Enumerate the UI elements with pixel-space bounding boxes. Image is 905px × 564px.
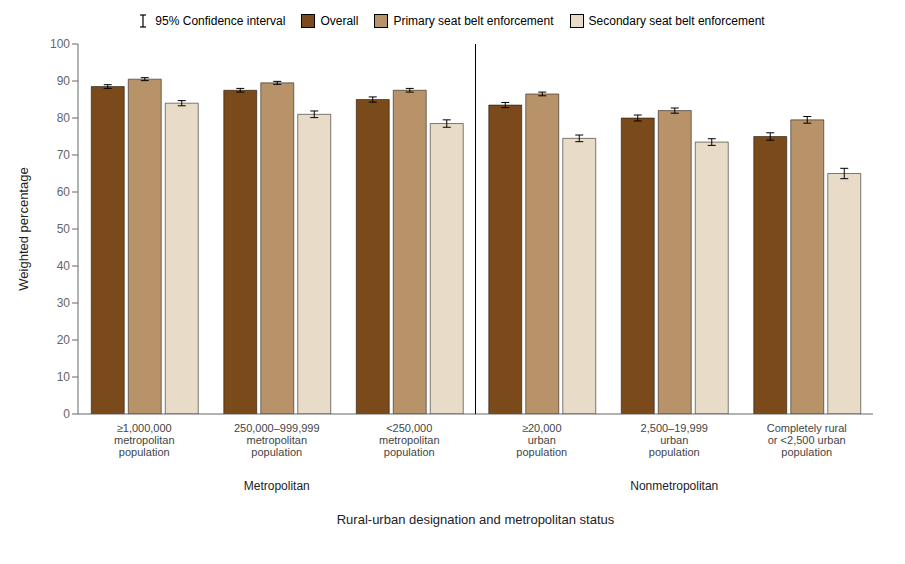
html-text:Primary seat belt enforcement: Primary seat belt enforcement — [393, 14, 554, 28]
svg-text:metropolitan: metropolitan — [379, 434, 440, 446]
svg-text:Nonmetropolitan: Nonmetropolitan — [630, 479, 718, 493]
svg-text:20: 20 — [57, 333, 71, 347]
svg-text:population: population — [516, 446, 567, 458]
svg-text:≥1,000,000: ≥1,000,000 — [117, 422, 172, 434]
svg-text:40: 40 — [57, 259, 71, 273]
html-text:95% Confidence interval: 95% Confidence interval — [155, 14, 286, 28]
svg-text:50: 50 — [57, 222, 71, 236]
html-text:Overall: Overall — [320, 14, 359, 28]
svg-text:population: population — [251, 446, 302, 458]
svg-text:60: 60 — [57, 185, 71, 199]
svg-text:Completely rural: Completely rural — [767, 422, 847, 434]
svg-text:population: population — [119, 446, 170, 458]
svg-text:Rural-urban designation and me: Rural-urban designation and metropolitan… — [337, 512, 615, 527]
svg-text:2,500–19,999: 2,500–19,999 — [641, 422, 708, 434]
svg-text:metropolitan: metropolitan — [114, 434, 175, 446]
svg-text:urban: urban — [528, 434, 556, 446]
svg-text:population: population — [384, 446, 435, 458]
svg-text:0: 0 — [63, 407, 70, 421]
svg-text:<250,000: <250,000 — [386, 422, 432, 434]
svg-text:80: 80 — [57, 111, 71, 125]
svg-text:Metropolitan: Metropolitan — [244, 479, 310, 493]
svg-text:urban: urban — [660, 434, 688, 446]
svg-text:population: population — [649, 446, 700, 458]
svg-text:10: 10 — [57, 370, 71, 384]
svg-text:population: population — [781, 446, 832, 458]
svg-text:≥20,000: ≥20,000 — [522, 422, 562, 434]
svg-text:or <2,500 urban: or <2,500 urban — [768, 434, 846, 446]
svg-text:30: 30 — [57, 296, 71, 310]
html-text:Secondary seat belt enforcemen: Secondary seat belt enforcement — [588, 14, 765, 28]
svg-text:metropolitan: metropolitan — [246, 434, 307, 446]
svg-text:Weighted percentage: Weighted percentage — [16, 167, 31, 290]
svg-text:100: 100 — [50, 37, 70, 51]
svg-text:90: 90 — [57, 74, 71, 88]
svg-text:250,000–999,999: 250,000–999,999 — [234, 422, 320, 434]
svg-text:70: 70 — [57, 148, 71, 162]
